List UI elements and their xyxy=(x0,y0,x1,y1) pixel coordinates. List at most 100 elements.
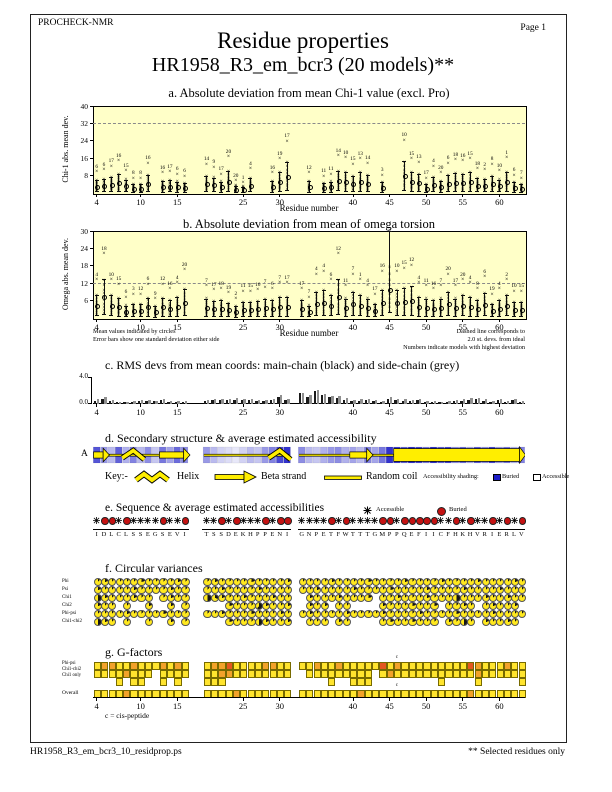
chi1-point: × xyxy=(329,171,333,178)
omega-point: × xyxy=(475,300,480,307)
chi1-point: × xyxy=(321,188,326,195)
omega-point: × xyxy=(256,309,260,316)
chi1-point: × xyxy=(321,180,326,187)
chi1-point: × xyxy=(417,174,421,181)
chi1-point: × xyxy=(424,182,428,189)
circular-variance-row-label: Chi2 xyxy=(62,603,72,608)
chi1-point: × xyxy=(138,189,143,196)
chi1-point: × xyxy=(219,187,223,194)
omega-model-label: 4 xyxy=(468,274,472,281)
rms-side-bar xyxy=(162,399,166,404)
chi1-mean-circle xyxy=(483,183,489,189)
chi1-point: × xyxy=(241,185,245,192)
page-subtitle: HR1958_R3_em_bcr3 (20 models)** xyxy=(151,54,455,76)
chi1-mean-circle xyxy=(95,184,101,190)
chi1-ytick-label: 8 xyxy=(84,171,88,181)
chi1-error-cap xyxy=(175,191,180,193)
chi1-error-cap xyxy=(468,190,473,192)
chi1-point: × xyxy=(285,186,289,193)
omega-point: × xyxy=(446,296,450,303)
omega-error-cap xyxy=(409,314,414,316)
chi1-point: × xyxy=(431,163,436,170)
omega-point: × xyxy=(226,290,231,297)
omega-error-cap xyxy=(299,300,304,301)
omega-point: × xyxy=(373,305,377,312)
omega-ytick-label: 12 xyxy=(80,278,89,288)
chi1-point: × xyxy=(175,171,179,178)
omega-point: × xyxy=(336,301,340,308)
rms-side-bar xyxy=(492,400,495,404)
g-factor-square xyxy=(437,678,446,687)
omega-point: × xyxy=(343,311,348,318)
variance-circle xyxy=(283,602,293,611)
g-factor-square xyxy=(137,678,145,687)
chi1-mean-circle xyxy=(424,186,430,192)
omega-point: × xyxy=(336,298,340,305)
chi1-xtick xyxy=(242,194,244,197)
omega-point: × xyxy=(453,283,458,290)
omega-point: × xyxy=(519,313,524,320)
omega-point: × xyxy=(94,298,99,305)
sequence-letter: L xyxy=(123,531,128,538)
omega-mean-circle xyxy=(183,300,189,306)
omega-point: × xyxy=(314,271,319,278)
omega-point: × xyxy=(336,283,340,290)
chi1-xtick-label: 50 xyxy=(421,197,431,207)
chi1-point: × xyxy=(168,188,172,195)
omega-mean-circle xyxy=(95,304,101,310)
omega-point: × xyxy=(131,312,135,319)
cis-peptide-note: c = cis-peptide xyxy=(105,711,150,720)
variance-circle xyxy=(320,618,329,627)
omega-error-cap xyxy=(116,297,121,299)
omega-point: × xyxy=(402,286,406,293)
chi1-mean-circle xyxy=(490,182,496,188)
chi1-point: × xyxy=(417,176,421,183)
omega-model-label: 7 xyxy=(278,274,282,281)
variance-circle xyxy=(122,618,132,627)
chi1-point: × xyxy=(307,178,311,185)
omega-point: × xyxy=(299,311,304,318)
variance-circle xyxy=(320,602,329,611)
omega-point: × xyxy=(182,307,187,314)
omega-point: × xyxy=(321,305,326,312)
omega-point: × xyxy=(402,304,406,311)
omega-xtick-label: 45 xyxy=(385,322,394,332)
variance-circle xyxy=(144,594,153,603)
omega-point: × xyxy=(299,302,304,309)
chi1-xtick-label: 55 xyxy=(458,197,468,207)
chi1-point: × xyxy=(490,188,494,195)
chi1-point: × xyxy=(175,180,179,187)
chi1-point: × xyxy=(497,180,502,187)
g-factor-square xyxy=(203,678,211,687)
chi1-point: × xyxy=(483,188,487,195)
random-coil-key-label: Random coil xyxy=(366,471,418,482)
omega-point: × xyxy=(212,303,216,310)
omega-error-cap xyxy=(431,315,436,317)
chi1-model-label: 11 xyxy=(328,166,334,172)
chi1-point: × xyxy=(219,179,223,186)
panel-b-note-right-1: Dashed line corresponds to xyxy=(456,328,525,335)
chi1-point: × xyxy=(248,176,253,183)
omega-point: × xyxy=(314,298,319,305)
omega-point: × xyxy=(212,310,216,317)
chi1-point: × xyxy=(446,183,450,190)
chi1-model-label: 9 xyxy=(212,159,216,166)
omega-mean-circle xyxy=(336,295,342,301)
chi1-model-label: 17 xyxy=(108,158,114,165)
omega-error-cap xyxy=(314,315,319,316)
g-factor-square xyxy=(335,670,343,679)
ss-key-label: Key:- xyxy=(105,471,128,482)
omega-model-label: 17 xyxy=(452,277,459,284)
beta-strand-icon xyxy=(214,470,257,484)
chi1-point: × xyxy=(160,188,165,195)
chi1-error-cap xyxy=(424,191,429,193)
chi1-point: × xyxy=(380,182,384,189)
chi1-point: × xyxy=(409,184,414,191)
omega-point: × xyxy=(424,313,428,320)
chi1-point: × xyxy=(109,163,113,170)
omega-point: × xyxy=(182,291,187,298)
sequence-rule xyxy=(92,528,189,530)
rms-side-bar xyxy=(389,397,393,404)
sequence-letter: D xyxy=(226,531,231,538)
chi1-point: × xyxy=(380,188,384,195)
